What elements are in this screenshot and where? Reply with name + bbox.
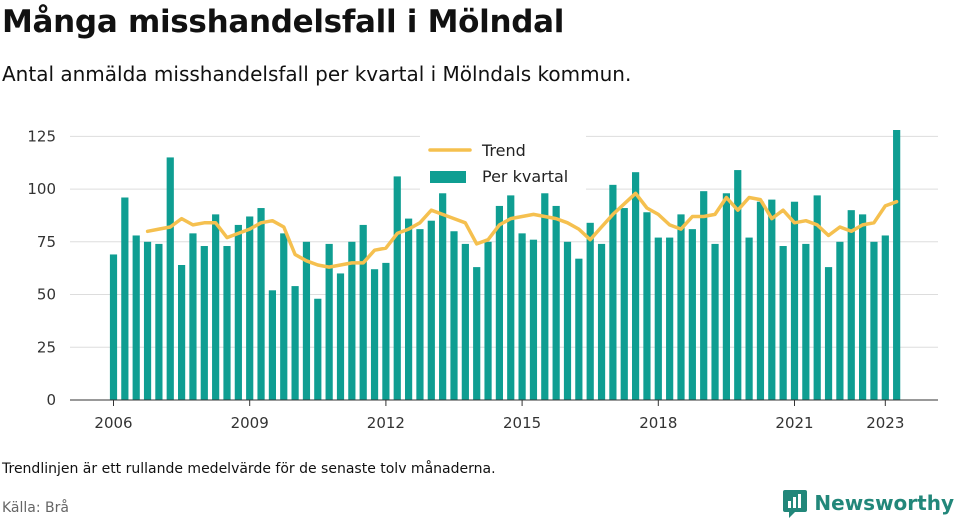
bar — [768, 199, 776, 400]
bar — [541, 193, 549, 400]
bar — [257, 208, 265, 400]
bar — [359, 224, 367, 400]
bar — [643, 212, 651, 400]
brand-name: Newsworthy — [814, 491, 954, 515]
bar — [609, 184, 617, 400]
x-tick-label: 2006 — [94, 414, 132, 432]
bar — [370, 269, 379, 400]
bar — [790, 201, 799, 400]
bar — [700, 191, 708, 400]
bar — [824, 267, 833, 400]
bar — [121, 197, 129, 400]
source: Källa: Brå — [2, 500, 69, 516]
bar — [654, 237, 662, 400]
x-axis-ticks: 2006 2009 2012 2015 2018 2021 2023 — [94, 400, 904, 432]
bar — [314, 298, 322, 400]
x-tick-label: 2009 — [231, 414, 269, 432]
y-tick-label: 125 — [27, 127, 56, 145]
bar — [507, 195, 515, 400]
bar — [802, 243, 810, 400]
bar — [405, 218, 413, 400]
bar — [870, 241, 878, 400]
bar — [734, 170, 742, 400]
trend-line — [145, 191, 899, 269]
x-tick-label: 2021 — [775, 414, 813, 432]
chart-title: Många misshandelsfall i Mölndal — [2, 4, 565, 40]
bar — [518, 233, 526, 400]
bar — [178, 265, 186, 400]
bar — [597, 243, 606, 400]
x-tick-label: 2023 — [866, 414, 904, 432]
bar — [666, 237, 674, 400]
bar — [552, 205, 560, 400]
legend-bar-label: Per kvartal — [482, 167, 568, 186]
bar — [779, 246, 787, 400]
bar — [745, 237, 753, 400]
y-tick-label: 25 — [37, 338, 56, 356]
bar — [155, 243, 163, 400]
legend-trend-label: Trend — [481, 141, 526, 160]
bar — [427, 220, 435, 400]
y-tick-label: 0 — [46, 391, 56, 409]
x-tick-label: 2015 — [503, 414, 541, 432]
bar — [575, 258, 583, 400]
bar — [450, 231, 458, 400]
bar — [109, 254, 118, 400]
bar — [246, 216, 254, 400]
chart-subtitle: Antal anmälda misshandelsfall per kvarta… — [2, 62, 632, 86]
bar — [881, 235, 889, 400]
bar — [336, 273, 345, 400]
bar — [132, 235, 140, 400]
bar — [836, 241, 844, 400]
bar — [268, 290, 276, 400]
bar — [234, 224, 242, 400]
bar — [688, 229, 696, 400]
bar — [529, 239, 538, 400]
bar — [200, 246, 208, 400]
bar — [859, 214, 867, 400]
bar — [722, 193, 730, 400]
brand-logo[interactable]: Newsworthy — [782, 488, 954, 518]
bar — [563, 241, 572, 400]
bars — [109, 130, 901, 400]
y-tick-label: 50 — [37, 286, 56, 304]
y-tick-label: 75 — [37, 233, 56, 251]
bar — [393, 176, 401, 400]
bar — [143, 241, 152, 400]
bar — [291, 286, 299, 400]
bar — [212, 214, 220, 400]
bar — [280, 233, 288, 400]
bar — [461, 243, 469, 400]
bar — [677, 214, 685, 400]
bar — [189, 233, 197, 400]
bar — [847, 210, 855, 400]
legend-bar-swatch — [430, 171, 466, 183]
bar — [325, 243, 333, 400]
bar — [632, 172, 640, 400]
bar — [382, 262, 390, 400]
bar — [620, 208, 628, 400]
bar — [416, 229, 424, 400]
y-tick-label: 100 — [27, 180, 56, 198]
bar — [495, 205, 503, 400]
bar — [348, 241, 356, 400]
bar — [473, 267, 481, 400]
bar — [586, 222, 594, 400]
bar — [166, 157, 174, 400]
x-tick-label: 2018 — [639, 414, 677, 432]
legend: Trend Per kvartal — [420, 134, 586, 192]
bar — [439, 193, 447, 400]
bar — [484, 241, 492, 400]
y-axis: 0 25 50 75 100 125 — [27, 127, 56, 409]
x-tick-label: 2012 — [367, 414, 405, 432]
bar — [711, 243, 719, 400]
bar — [756, 201, 765, 400]
bar — [223, 246, 231, 400]
bar — [893, 130, 901, 400]
footnote: Trendlinjen är ett rullande medelvärde f… — [2, 461, 496, 477]
newsworthy-logo-icon — [783, 490, 808, 518]
bar — [302, 241, 311, 400]
bar — [813, 195, 821, 400]
